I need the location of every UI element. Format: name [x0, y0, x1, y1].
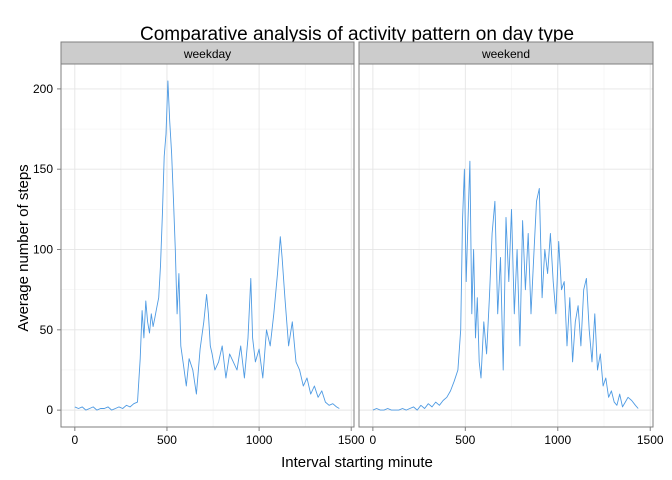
panel-border	[358, 63, 654, 428]
x-axis: 0 500 1000 1500 0 500 1000 1500	[71, 427, 664, 447]
x-tick-label: 500	[157, 433, 177, 447]
series-line-weekday	[74, 80, 340, 411]
panel-weekend: weekend	[358, 41, 654, 428]
facet-strip-label: weekend	[481, 47, 530, 61]
facet-strip-label: weekday	[183, 47, 231, 61]
x-axis-label: Interval starting minute	[281, 454, 433, 471]
series-line-weekend	[372, 160, 639, 411]
x-tick-label: 1500	[637, 433, 664, 447]
y-tick-label: 200	[33, 82, 53, 96]
y-tick-label: 100	[33, 243, 53, 257]
y-axis-label: Average number of steps	[15, 164, 32, 331]
y-tick-label: 0	[46, 403, 53, 417]
x-tick-label: 1000	[246, 433, 273, 447]
x-tick-label: 1500	[338, 433, 365, 447]
panel-weekday: weekday	[60, 41, 355, 428]
x-tick-label: 0	[370, 433, 377, 447]
y-axis: 0 50 100 150 200	[33, 82, 61, 417]
x-tick-label: 1000	[544, 433, 571, 447]
chart-title: Comparative analysis of activity pattern…	[140, 24, 574, 45]
x-tick-label: 500	[455, 433, 475, 447]
y-tick-label: 50	[40, 323, 54, 337]
x-tick-label: 0	[71, 433, 78, 447]
y-tick-label: 150	[33, 162, 53, 176]
panel-border	[60, 63, 355, 428]
